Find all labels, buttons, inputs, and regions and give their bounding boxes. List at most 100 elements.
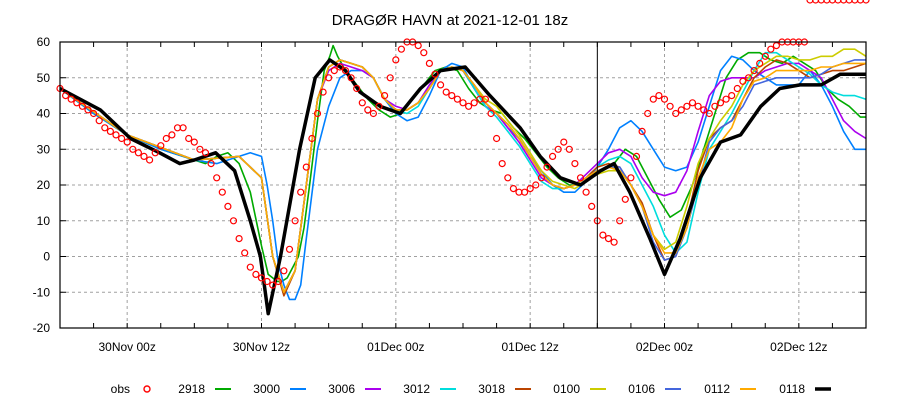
series-line-3000 (59, 55, 866, 301)
obs-point (756, 59, 764, 68)
obs-point (599, 231, 607, 239)
obs-point (470, 99, 478, 107)
obs-point (358, 99, 366, 107)
obs-point (493, 134, 501, 143)
y-tick-label: 20 (37, 178, 51, 192)
obs-point (179, 124, 187, 132)
obs-point (504, 174, 512, 182)
obs-point (280, 267, 288, 275)
obs-point (761, 52, 769, 60)
obs-point (78, 102, 87, 110)
x-tick-label: 30Nov 00z (98, 340, 155, 354)
obs-point (632, 152, 641, 160)
y-ticks: -20 -10 0 10 20 30 40 50 60 (33, 35, 866, 335)
obs-point (750, 66, 758, 75)
obs-point (84, 106, 92, 114)
grid (60, 42, 866, 328)
obs-point (347, 74, 355, 82)
obs-point (330, 66, 338, 75)
obs-point (106, 127, 115, 135)
obs-point (688, 99, 697, 107)
obs-point (437, 81, 445, 89)
obs-point (806, 0, 814, 4)
obs-point (767, 45, 775, 53)
obs-point (543, 163, 551, 171)
obs-point (67, 95, 75, 103)
legend-label-3006: 3006 (328, 382, 355, 396)
x-tick-label: 01Dec 00z (367, 340, 424, 354)
obs-point (302, 163, 310, 171)
obs-point (582, 188, 590, 196)
obs-point (694, 102, 702, 110)
obs-point (823, 0, 831, 4)
obs-point (274, 277, 282, 286)
obs-point (190, 138, 198, 146)
obs-point (728, 91, 736, 100)
obs-point (146, 156, 154, 164)
obs-point (224, 202, 232, 210)
y-tick-label: 40 (37, 107, 51, 121)
series-line-2918 (59, 44, 866, 283)
obs-point (297, 188, 305, 196)
obs-point (851, 0, 859, 4)
obs-point (644, 109, 652, 118)
obs-point (129, 145, 137, 153)
y-tick-label: 60 (37, 35, 51, 49)
obs-point (442, 88, 450, 96)
obs-point (828, 0, 836, 4)
obs-point (655, 91, 663, 100)
obs-point (392, 56, 400, 64)
legend-swatch-obs (143, 385, 151, 393)
obs-point (229, 217, 238, 225)
series-group (59, 44, 867, 316)
obs-point (420, 49, 428, 57)
obs-point (162, 134, 170, 143)
obs-point (660, 95, 669, 103)
obs-point (375, 102, 383, 110)
obs-point (341, 66, 350, 75)
obs-point (235, 235, 243, 243)
obs-point (487, 109, 495, 118)
obs-point (241, 249, 249, 257)
y-tick-label: -20 (33, 321, 51, 335)
legend-label-0112: 0112 (704, 382, 730, 396)
obs-point (672, 109, 680, 118)
obs-point (325, 74, 333, 82)
obs-point (425, 59, 433, 68)
obs-point (834, 0, 842, 4)
x-tick-label: 30Nov 12z (233, 340, 290, 354)
obs-point (588, 202, 596, 210)
obs-point (381, 91, 389, 100)
obs-point (532, 181, 540, 189)
obs-point (353, 84, 361, 93)
obs-point (257, 274, 266, 282)
obs-point (705, 109, 713, 118)
obs-point (576, 174, 585, 182)
obs-point (140, 152, 148, 160)
legend-label-3018: 3018 (478, 382, 505, 396)
obs-point (560, 138, 568, 146)
obs-point (414, 41, 422, 50)
obs-point (554, 145, 562, 153)
obs-point (157, 142, 165, 150)
obs-point (134, 149, 142, 157)
obs-point (571, 160, 579, 168)
obs-markers (56, 0, 870, 289)
obs-point (856, 0, 864, 4)
obs-point (336, 63, 344, 71)
obs-point (465, 102, 473, 110)
obs-point (700, 106, 708, 114)
obs-point (733, 84, 741, 93)
obs-point (481, 95, 489, 103)
obs-point (845, 0, 853, 4)
obs-point (319, 88, 327, 96)
obs-point (285, 245, 294, 253)
obs-point (168, 131, 176, 139)
obs-point (369, 109, 377, 118)
obs-point (101, 124, 109, 132)
obs-point (537, 174, 546, 182)
obs-point (627, 174, 635, 182)
obs-point (683, 102, 691, 110)
obs-point (498, 160, 506, 168)
